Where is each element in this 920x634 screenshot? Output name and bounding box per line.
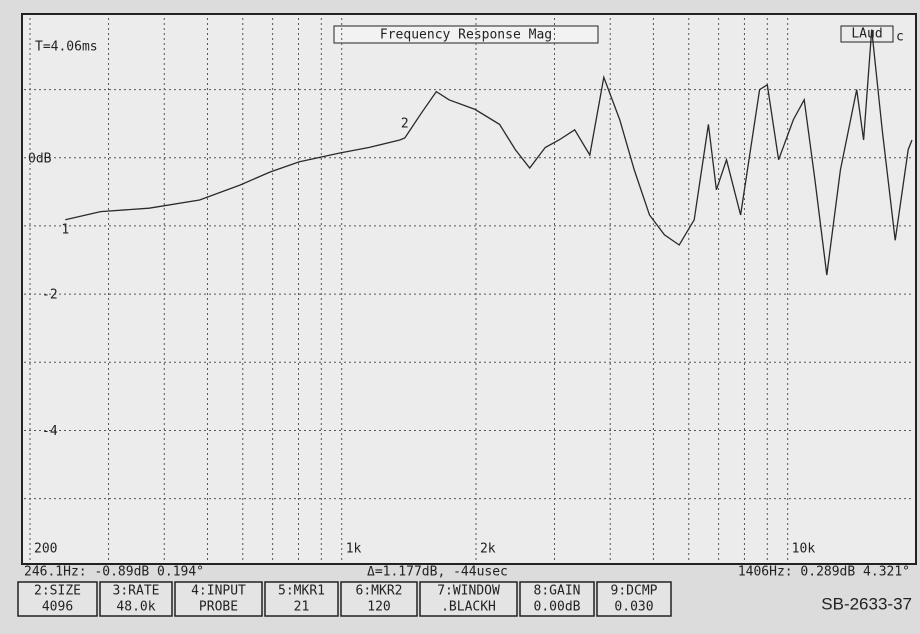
response-line bbox=[65, 29, 913, 276]
corner-suffix: c bbox=[896, 30, 904, 45]
softkey-value: 120 bbox=[367, 600, 390, 615]
softkey[interactable] bbox=[17, 581, 98, 617]
softkey[interactable] bbox=[99, 581, 173, 617]
softkey-value: 4096 bbox=[42, 600, 73, 615]
y-tick-label: -2 bbox=[42, 288, 58, 303]
softkey-label: 6:MKR2 bbox=[356, 584, 403, 599]
status-left: 246.1Hz: -0.89dB 0.194° bbox=[24, 565, 204, 580]
status-middle: Δ=1.177dB, -44usec bbox=[367, 565, 508, 580]
softkey[interactable] bbox=[596, 581, 672, 617]
chart-title: Frequency Response Mag bbox=[380, 28, 552, 43]
softkey-value: 0.030 bbox=[614, 600, 653, 615]
softkey-value: 21 bbox=[294, 600, 310, 615]
marker-label: 2 bbox=[401, 116, 409, 131]
x-tick-label: 1k bbox=[346, 542, 362, 557]
x-tick-label: 200 bbox=[34, 542, 57, 557]
softkey-label: 7:WINDOW bbox=[437, 584, 500, 599]
corner-label: LAud bbox=[851, 27, 882, 42]
softkey-value: PROBE bbox=[199, 600, 238, 615]
softkey[interactable] bbox=[264, 581, 339, 617]
softkey[interactable] bbox=[174, 581, 263, 617]
y-tick-label: -4 bbox=[42, 424, 58, 439]
softkey-value: 48.0k bbox=[116, 600, 155, 615]
plot-frame bbox=[21, 13, 917, 565]
corner-box bbox=[840, 25, 894, 43]
softkey-label: 3:RATE bbox=[113, 584, 160, 599]
softkey-value: 0.00dB bbox=[534, 600, 581, 615]
softkey-label: 8:GAIN bbox=[534, 584, 581, 599]
x-tick-label: 2k bbox=[480, 542, 496, 557]
marker-label: 1 bbox=[61, 222, 69, 237]
figure-id: SB-2633-37 bbox=[821, 594, 912, 613]
softkey[interactable] bbox=[519, 581, 595, 617]
status-right: 1406Hz: 0.289dB 4.321° bbox=[738, 565, 910, 580]
softkey-label: 5:MKR1 bbox=[278, 584, 325, 599]
softkey[interactable] bbox=[419, 581, 518, 617]
softkey-label: 2:SIZE bbox=[34, 584, 81, 599]
softkey-value: .BLACKH bbox=[441, 600, 496, 615]
y-tick-label: 0dB bbox=[28, 151, 52, 166]
title-box bbox=[333, 25, 599, 44]
softkey-label: 9:DCMP bbox=[611, 584, 658, 599]
softkey[interactable] bbox=[340, 581, 418, 617]
x-tick-label: 10k bbox=[792, 542, 816, 557]
softkey-label: 4:INPUT bbox=[191, 584, 246, 599]
time-label: T=4.06ms bbox=[35, 40, 98, 55]
